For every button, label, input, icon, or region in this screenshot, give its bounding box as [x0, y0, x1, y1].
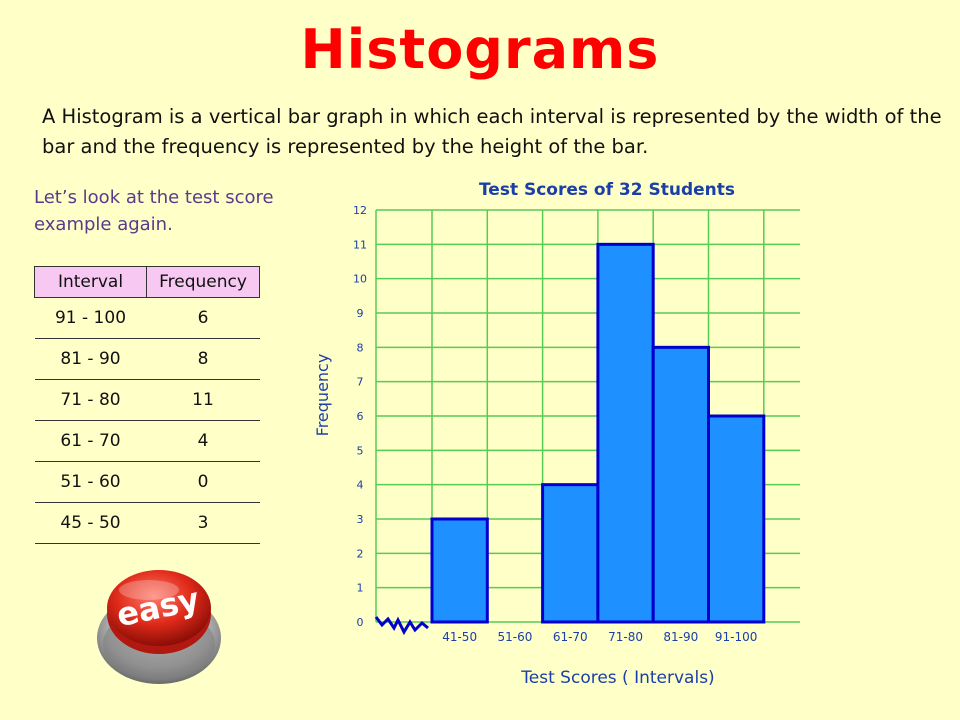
table-row: 91 - 100 6 [34, 297, 260, 339]
interval-cell: 61 - 70 [34, 420, 147, 462]
y-tick-label: 9 [357, 307, 364, 320]
y-tick-label: 4 [357, 479, 364, 492]
intro-text: Let’s look at the test score example aga… [34, 187, 274, 235]
interval-cell: 45 - 50 [34, 502, 147, 544]
table-row: 45 - 50 3 [34, 502, 260, 544]
y-tick-label: 11 [353, 238, 367, 251]
interval-cell: 81 - 90 [34, 338, 147, 380]
page-title: Histograms [300, 18, 660, 81]
y-tick-label: 3 [357, 513, 364, 526]
y-tick-label: 6 [357, 410, 364, 423]
easy-button-icon: easy [97, 570, 221, 684]
frequency-cell: 3 [146, 502, 260, 544]
y-tick-label: 2 [357, 547, 364, 560]
x-tick-label: 61-70 [553, 630, 588, 644]
definition-text: A Histogram is a vertical bar graph in w… [42, 105, 942, 158]
header-interval: Interval [34, 266, 147, 298]
table-row: 81 - 90 8 [34, 338, 260, 380]
table-row: 71 - 80 11 [34, 379, 260, 421]
x-tick-label: 91-100 [715, 630, 758, 644]
x-axis-ticks: 41-50 51-60 61-70 71-80 81-90 91-100 [442, 630, 757, 644]
chart-title: Test Scores of 32 Students [479, 180, 735, 200]
frequency-cell: 6 [146, 297, 260, 339]
table-row: 51 - 60 0 [34, 461, 260, 503]
frequency-cell: 4 [146, 420, 260, 462]
interval-cell: 51 - 60 [34, 461, 147, 503]
x-tick-label: 51-60 [498, 630, 533, 644]
frequency-cell: 0 [146, 461, 260, 503]
y-tick-label: 12 [353, 204, 367, 217]
histogram-bar [430, 517, 489, 624]
histogram-bar [651, 345, 711, 624]
frequency-table: Interval Frequency 91 - 100 6 81 - 90 8 … [34, 266, 260, 544]
y-axis-label: Frequency [313, 354, 332, 437]
x-tick-label: 81-90 [663, 630, 698, 644]
x-tick-label: 41-50 [442, 630, 477, 644]
x-tick-label: 71-80 [608, 630, 643, 644]
axis-break-icon [374, 616, 429, 636]
histogram-bar [541, 483, 600, 624]
table-row: 61 - 70 4 [34, 420, 260, 462]
y-tick-label: 0 [357, 616, 364, 629]
histogram-chart: Test Scores of 32 Students 0123456789101… [313, 180, 800, 688]
x-axis-label: Test Scores ( Intervals) [520, 668, 714, 688]
header-frequency: Frequency [146, 266, 260, 298]
frequency-cell: 11 [146, 379, 260, 421]
histogram-bar [707, 414, 766, 624]
frequency-cell: 8 [146, 338, 260, 380]
interval-cell: 71 - 80 [34, 379, 147, 421]
y-tick-label: 7 [357, 376, 364, 389]
y-tick-label: 1 [357, 582, 364, 595]
chart-bars [430, 242, 766, 624]
y-tick-label: 5 [357, 444, 364, 457]
y-tick-label: 8 [357, 341, 364, 354]
table-header-row: Interval Frequency [34, 266, 260, 298]
y-tick-label: 10 [353, 273, 367, 286]
interval-cell: 91 - 100 [34, 297, 147, 339]
histogram-bar [596, 242, 655, 624]
